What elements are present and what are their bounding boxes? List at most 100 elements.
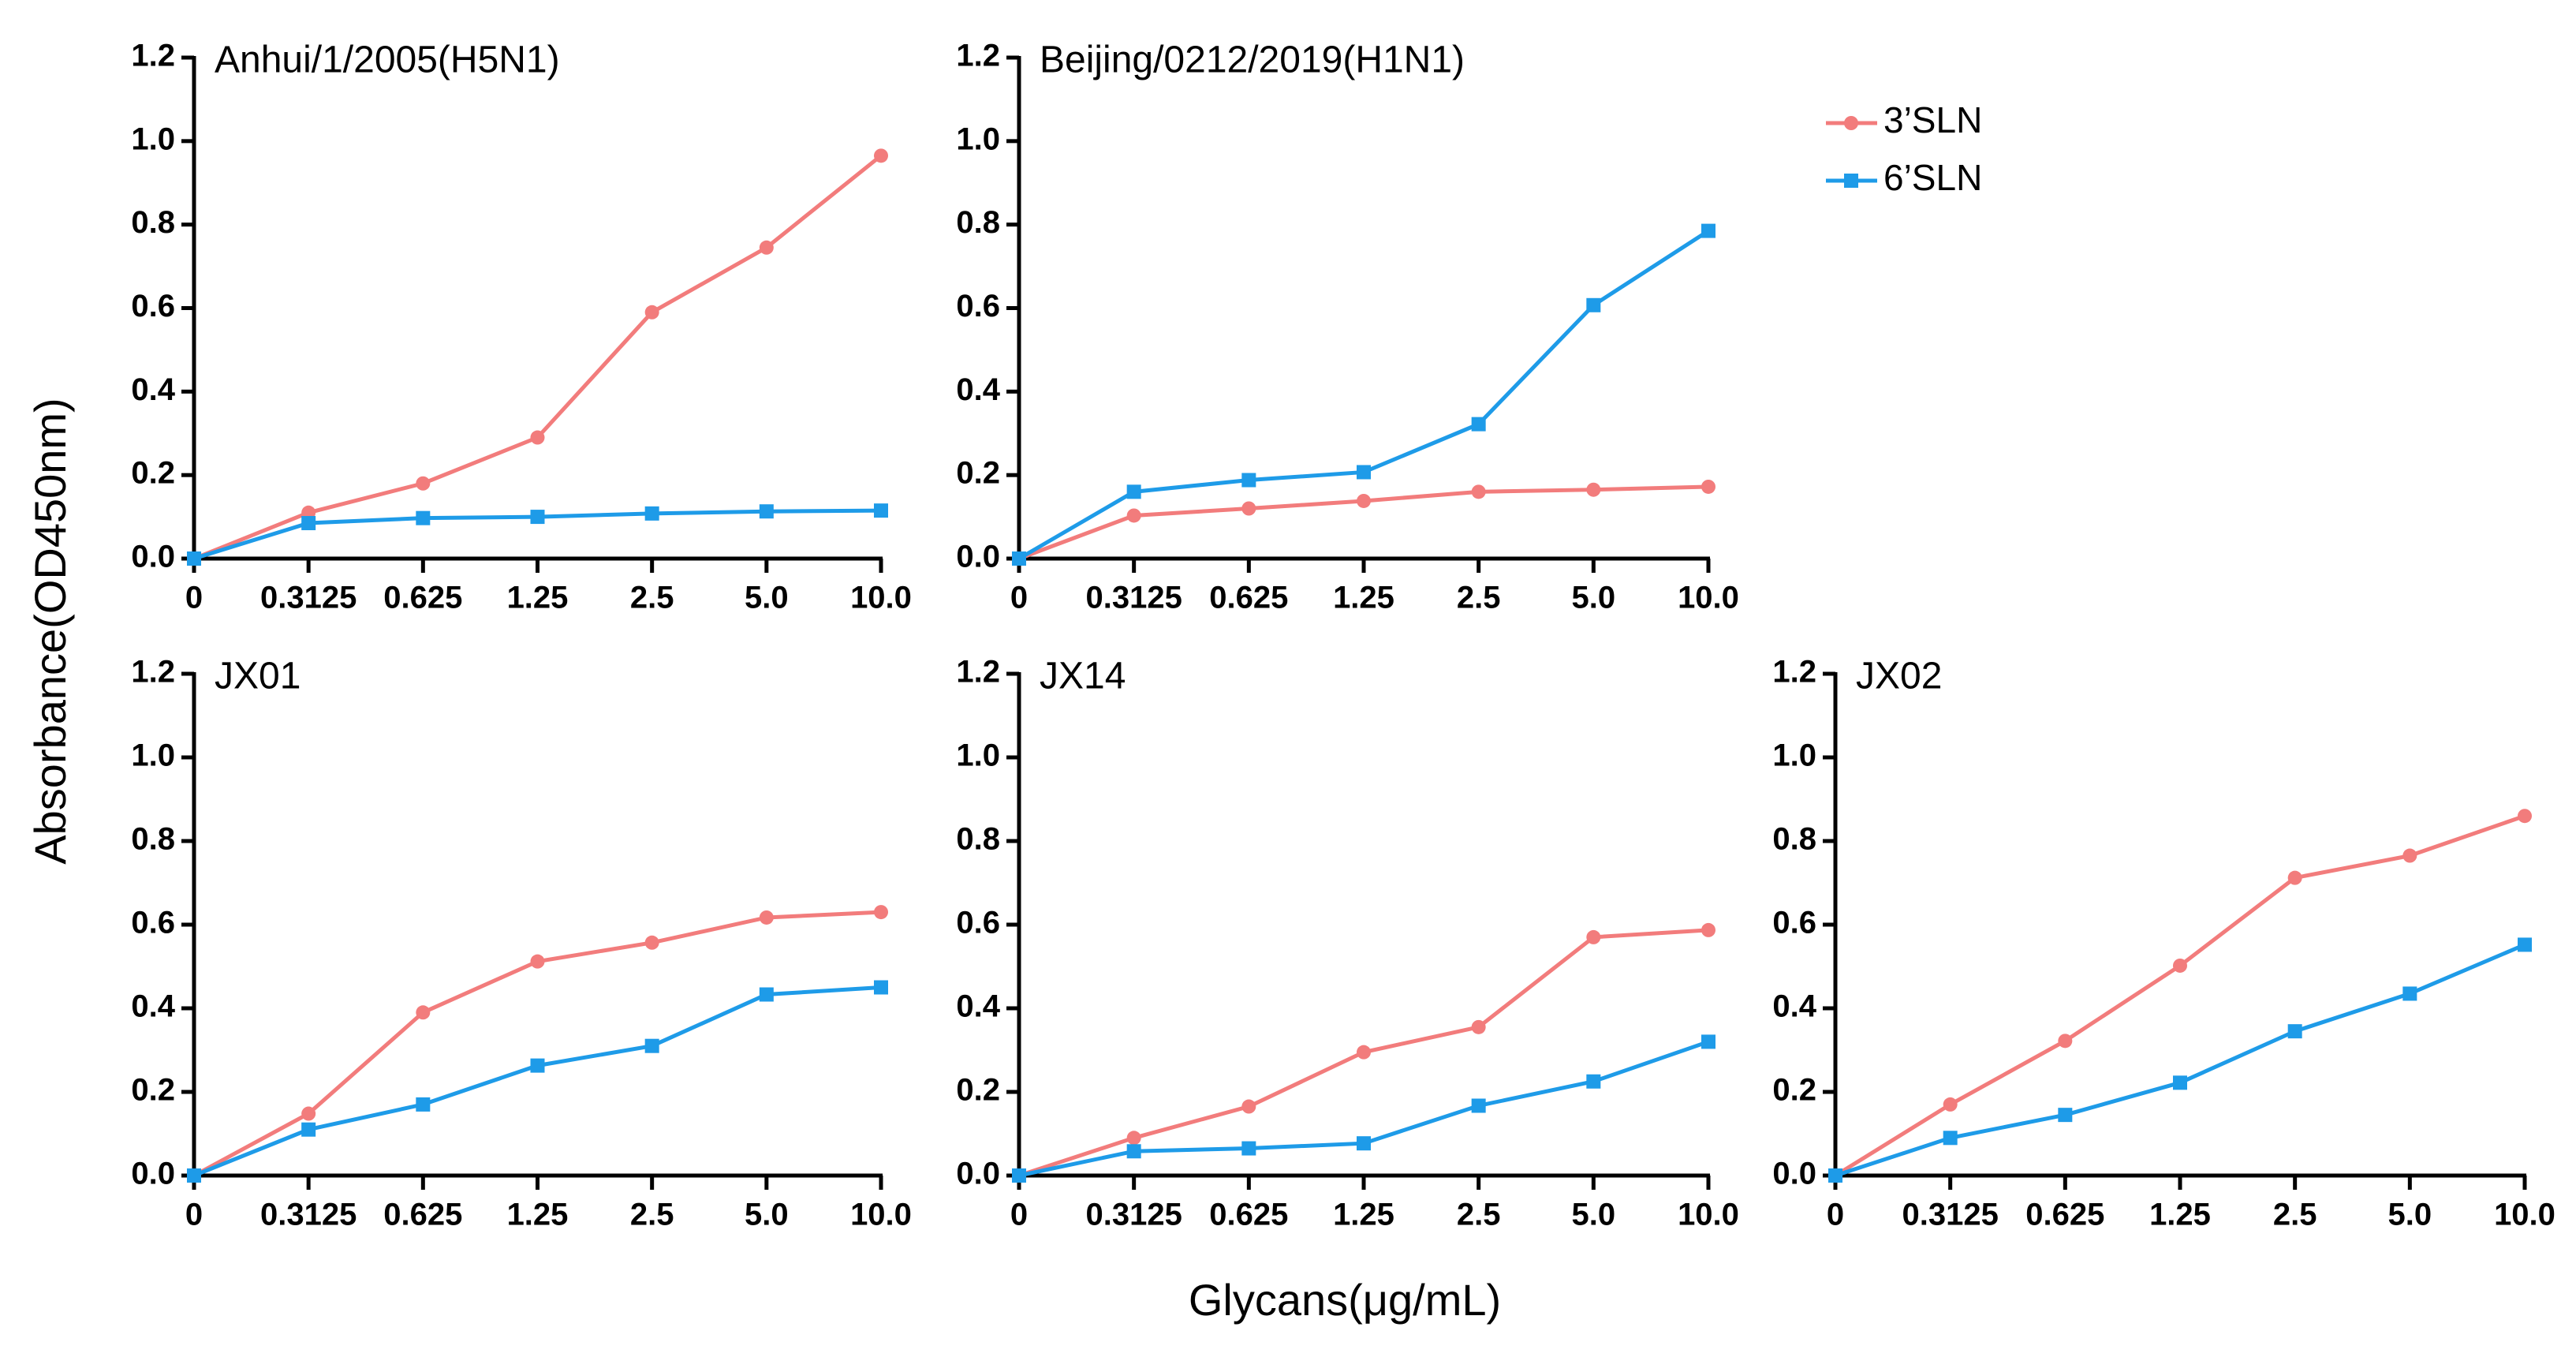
x-tick-label: 0.3125 — [260, 581, 357, 615]
x-tick-label: 10.0 — [1678, 581, 1739, 615]
x-tick-label: 0 — [1827, 1198, 1844, 1232]
marker — [1471, 417, 1486, 432]
marker — [1357, 493, 1371, 508]
marker — [2058, 1108, 2073, 1123]
y-tick-label: 0.6 — [956, 906, 1000, 940]
chart-title: JX14 — [1040, 656, 1126, 697]
x-axis-title: Glycans(μg/mL) — [1189, 1275, 1501, 1325]
y-tick-label: 0.2 — [1772, 1073, 1816, 1108]
y-tick-label: 0.4 — [131, 372, 175, 407]
marker — [1126, 508, 1141, 523]
chart-title: JX02 — [1856, 656, 1942, 697]
marker — [530, 1058, 545, 1073]
marker — [1012, 551, 1026, 566]
x-tick-label: 2.5 — [1457, 1198, 1501, 1232]
y-tick-label: 0.4 — [956, 989, 1000, 1024]
y-tick-label: 0.0 — [131, 540, 175, 574]
y-tick-label: 1.2 — [1772, 655, 1816, 690]
x-tick-label: 0.625 — [1209, 1198, 1288, 1232]
y-tick-label: 1.0 — [956, 121, 1000, 156]
marker — [1471, 484, 1486, 499]
marker — [2287, 870, 2302, 885]
series-line — [1018, 1040, 1709, 1178]
y-tick-label: 0.8 — [956, 822, 1000, 857]
y-tick-label: 0.4 — [1772, 989, 1816, 1024]
marker — [1126, 1144, 1141, 1159]
y-tick-label: 1.2 — [131, 39, 175, 73]
marker — [2173, 958, 2187, 973]
marker — [759, 240, 774, 255]
marker — [1701, 223, 1715, 238]
y-tick-label: 0.6 — [131, 906, 175, 940]
marker — [530, 430, 545, 445]
x-tick-label: 0.3125 — [260, 1198, 357, 1232]
y-tick-label: 1.0 — [956, 738, 1000, 773]
y-tick-label: 1.2 — [131, 655, 175, 690]
x-tick-label: 10.0 — [2494, 1198, 2555, 1232]
marker — [1701, 922, 1715, 937]
marker — [874, 980, 888, 995]
x-tick-label: 2.5 — [1457, 581, 1501, 615]
y-tick-label: 1.0 — [1772, 738, 1816, 773]
legend-marker — [1844, 174, 1858, 188]
marker — [1701, 1034, 1715, 1049]
marker — [1586, 929, 1601, 944]
x-tick-label: 0.625 — [383, 1198, 462, 1232]
marker — [1357, 1045, 1371, 1060]
y-tick-label: 0.2 — [956, 1073, 1000, 1108]
x-tick-label: 0.625 — [383, 581, 462, 615]
y-tick-label: 1.0 — [131, 121, 175, 156]
marker — [874, 148, 888, 163]
marker — [1126, 1131, 1141, 1146]
series-line — [1835, 943, 2526, 1178]
legend-marker — [1844, 116, 1858, 130]
x-tick-label: 5.0 — [1572, 1198, 1616, 1232]
marker — [1586, 482, 1601, 497]
marker — [530, 954, 545, 969]
series-line — [1834, 813, 2526, 1178]
y-tick-label: 0.6 — [1772, 906, 1816, 940]
series-line — [193, 985, 882, 1178]
y-tick-label: 0.6 — [131, 289, 175, 323]
marker — [2402, 986, 2417, 1001]
y-tick-label: 1.2 — [956, 655, 1000, 690]
x-tick-label: 0 — [1010, 581, 1028, 615]
marker — [2058, 1034, 2073, 1049]
marker — [1586, 297, 1601, 312]
marker — [187, 1168, 201, 1183]
series-line — [1017, 229, 1710, 561]
y-tick-label: 0.2 — [956, 456, 1000, 491]
legend-label: 3’SLN — [1883, 99, 1982, 140]
x-tick-label: 2.5 — [630, 1198, 674, 1232]
x-tick-label: 10.0 — [850, 1198, 912, 1232]
x-tick-label: 10.0 — [1678, 1198, 1739, 1232]
chart-title: Anhui/1/2005(H5N1) — [215, 39, 560, 81]
marker — [2287, 1024, 2302, 1039]
marker — [1943, 1131, 1958, 1146]
x-tick-label: 0.625 — [1209, 581, 1288, 615]
x-tick-label: 0 — [185, 581, 203, 615]
y-tick-label: 0.2 — [131, 1073, 175, 1108]
y-tick-label: 0.0 — [1772, 1157, 1816, 1191]
x-tick-label: 0 — [185, 1198, 203, 1232]
marker — [2402, 848, 2417, 863]
x-tick-label: 5.0 — [2388, 1198, 2432, 1232]
x-tick-label: 0.625 — [2025, 1198, 2104, 1232]
marker — [1943, 1097, 1958, 1112]
marker — [2173, 1075, 2187, 1090]
marker — [644, 1038, 659, 1053]
marker — [1828, 1168, 1842, 1183]
marker — [301, 1122, 316, 1137]
marker — [530, 510, 545, 525]
marker — [1241, 1099, 1256, 1114]
x-tick-label: 10.0 — [850, 581, 912, 615]
y-tick-label: 0.0 — [956, 540, 1000, 574]
marker — [1357, 465, 1371, 480]
marker — [2518, 809, 2532, 824]
marker — [759, 910, 774, 925]
marker — [1357, 1136, 1371, 1151]
marker — [187, 551, 201, 566]
marker — [1012, 1168, 1026, 1183]
x-tick-label: 1.25 — [1333, 581, 1394, 615]
